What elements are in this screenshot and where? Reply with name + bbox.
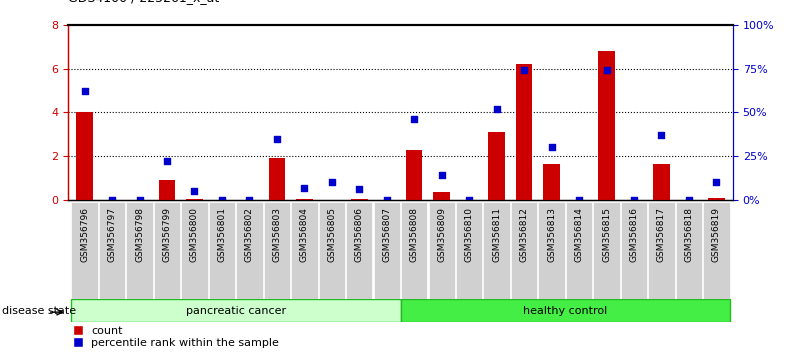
Text: GSM356817: GSM356817: [657, 207, 666, 262]
FancyBboxPatch shape: [401, 202, 428, 299]
Point: [106, 197, 119, 203]
Bar: [489, 132, 505, 200]
Point: [655, 132, 668, 138]
FancyBboxPatch shape: [319, 202, 345, 299]
Point: [600, 68, 613, 73]
Bar: [76, 113, 93, 200]
Text: pancreatic cancer: pancreatic cancer: [186, 306, 286, 316]
Text: GSM356810: GSM356810: [465, 207, 473, 262]
FancyBboxPatch shape: [209, 202, 235, 299]
Bar: [516, 64, 533, 200]
Text: GSM356798: GSM356798: [135, 207, 144, 262]
Bar: [708, 198, 725, 200]
Point: [573, 197, 586, 203]
Bar: [159, 180, 175, 200]
Bar: [351, 199, 368, 200]
Text: GSM356812: GSM356812: [520, 207, 529, 262]
Text: GSM356796: GSM356796: [80, 207, 89, 262]
Point: [380, 197, 393, 203]
Text: healthy control: healthy control: [523, 306, 607, 316]
Point: [298, 185, 311, 190]
FancyBboxPatch shape: [181, 202, 207, 299]
Text: GSM356800: GSM356800: [190, 207, 199, 262]
FancyBboxPatch shape: [484, 202, 510, 299]
FancyBboxPatch shape: [594, 202, 620, 299]
Point: [463, 197, 476, 203]
Point: [325, 180, 338, 185]
Text: GSM356809: GSM356809: [437, 207, 446, 262]
Bar: [186, 199, 203, 200]
Text: GSM356799: GSM356799: [163, 207, 171, 262]
Text: GSM356808: GSM356808: [410, 207, 419, 262]
FancyBboxPatch shape: [511, 202, 537, 299]
FancyBboxPatch shape: [429, 202, 455, 299]
Text: GSM356811: GSM356811: [492, 207, 501, 262]
FancyBboxPatch shape: [70, 299, 400, 322]
Point: [710, 180, 723, 185]
Text: GSM356797: GSM356797: [107, 207, 116, 262]
FancyBboxPatch shape: [456, 202, 482, 299]
Bar: [406, 150, 422, 200]
Point: [271, 136, 284, 142]
Text: GSM356813: GSM356813: [547, 207, 556, 262]
Bar: [433, 192, 450, 200]
Point: [435, 173, 448, 178]
Point: [78, 88, 91, 94]
Legend: count, percentile rank within the sample: count, percentile rank within the sample: [74, 326, 280, 348]
Point: [517, 68, 530, 73]
FancyBboxPatch shape: [400, 299, 731, 322]
Bar: [598, 51, 615, 200]
Point: [160, 159, 173, 164]
Point: [188, 188, 201, 194]
FancyBboxPatch shape: [99, 202, 125, 299]
FancyBboxPatch shape: [291, 202, 317, 299]
Point: [243, 197, 256, 203]
FancyBboxPatch shape: [264, 202, 290, 299]
Text: GSM356815: GSM356815: [602, 207, 611, 262]
FancyBboxPatch shape: [71, 202, 98, 299]
Point: [628, 197, 641, 203]
Point: [545, 144, 558, 150]
Text: GSM356806: GSM356806: [355, 207, 364, 262]
Point: [682, 197, 695, 203]
Bar: [296, 199, 312, 200]
Bar: [654, 164, 670, 200]
Point: [215, 197, 228, 203]
FancyBboxPatch shape: [127, 202, 153, 299]
Text: GSM356802: GSM356802: [245, 207, 254, 262]
Text: GSM356816: GSM356816: [630, 207, 638, 262]
FancyBboxPatch shape: [373, 202, 400, 299]
Bar: [543, 164, 560, 200]
Text: GSM356819: GSM356819: [712, 207, 721, 262]
FancyBboxPatch shape: [566, 202, 592, 299]
Point: [353, 187, 366, 192]
FancyBboxPatch shape: [621, 202, 647, 299]
Text: GSM356818: GSM356818: [685, 207, 694, 262]
Bar: [268, 158, 285, 200]
FancyBboxPatch shape: [703, 202, 730, 299]
Text: GSM356803: GSM356803: [272, 207, 281, 262]
FancyBboxPatch shape: [236, 202, 263, 299]
Point: [408, 116, 421, 122]
Text: GSM356807: GSM356807: [382, 207, 391, 262]
Text: GSM356801: GSM356801: [217, 207, 227, 262]
FancyBboxPatch shape: [538, 202, 565, 299]
Text: GDS4100 / 225261_x_at: GDS4100 / 225261_x_at: [68, 0, 219, 4]
FancyBboxPatch shape: [648, 202, 674, 299]
Text: GSM356805: GSM356805: [328, 207, 336, 262]
FancyBboxPatch shape: [154, 202, 180, 299]
FancyBboxPatch shape: [676, 202, 702, 299]
Text: GSM356814: GSM356814: [574, 207, 584, 262]
Text: disease state: disease state: [2, 306, 77, 316]
Text: GSM356804: GSM356804: [300, 207, 309, 262]
Point: [490, 106, 503, 112]
Point: [133, 197, 146, 203]
FancyBboxPatch shape: [346, 202, 372, 299]
